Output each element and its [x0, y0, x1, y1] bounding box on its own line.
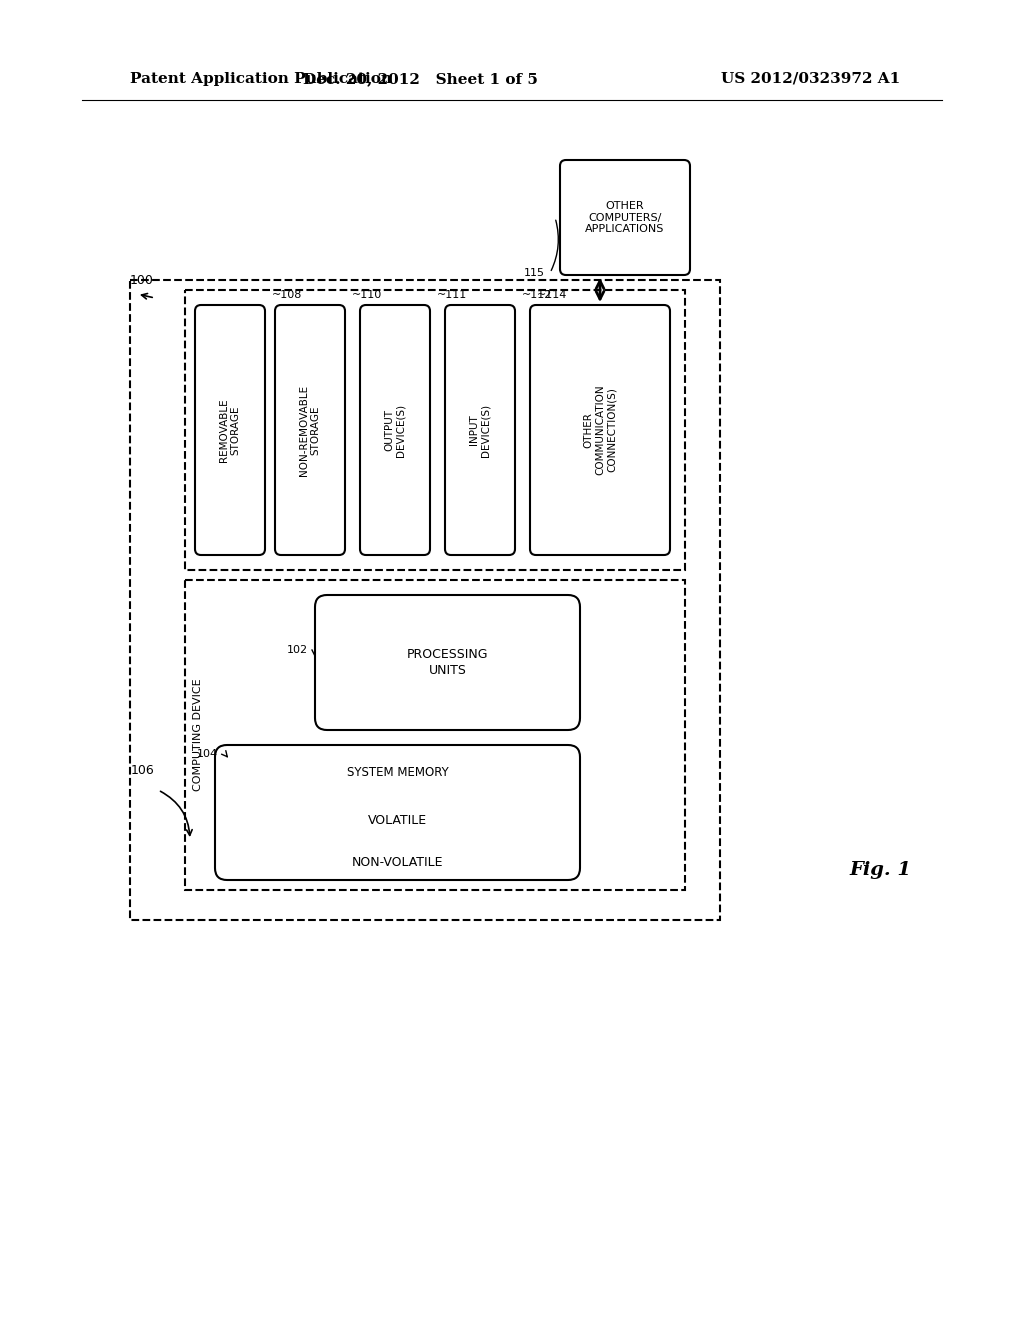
Text: OUTPUT
DEVICE(S): OUTPUT DEVICE(S)	[384, 404, 406, 457]
Text: ~112: ~112	[522, 290, 552, 300]
Text: COMPUTING DEVICE: COMPUTING DEVICE	[193, 678, 203, 791]
Text: OTHER
COMMUNICATION
CONNECTION(S): OTHER COMMUNICATION CONNECTION(S)	[584, 384, 616, 475]
Bar	[185, 579, 685, 890]
Bar	[130, 280, 720, 920]
Text: 115: 115	[524, 268, 545, 279]
Text: 100: 100	[130, 273, 154, 286]
Text: 106: 106	[131, 763, 155, 776]
Text: Fig. 1: Fig. 1	[849, 861, 911, 879]
Text: ~114: ~114	[537, 290, 567, 300]
FancyBboxPatch shape	[215, 744, 580, 880]
Text: SYSTEM MEMORY: SYSTEM MEMORY	[347, 767, 449, 780]
Text: ~111: ~111	[437, 290, 467, 300]
FancyBboxPatch shape	[275, 305, 345, 554]
Text: 102: 102	[287, 645, 308, 655]
Text: INPUT
DEVICE(S): INPUT DEVICE(S)	[469, 404, 490, 457]
FancyBboxPatch shape	[530, 305, 670, 554]
Text: PROCESSING
UNITS: PROCESSING UNITS	[407, 648, 488, 676]
Text: Dec. 20, 2012   Sheet 1 of 5: Dec. 20, 2012 Sheet 1 of 5	[302, 73, 538, 86]
Text: OTHER
COMPUTERS/
APPLICATIONS: OTHER COMPUTERS/ APPLICATIONS	[586, 201, 665, 234]
Text: REMOVABLE
STORAGE: REMOVABLE STORAGE	[219, 399, 241, 462]
FancyBboxPatch shape	[315, 595, 580, 730]
FancyBboxPatch shape	[195, 305, 265, 554]
Text: NON-REMOVABLE
STORAGE: NON-REMOVABLE STORAGE	[299, 384, 321, 475]
Bar	[185, 290, 685, 570]
Text: 104: 104	[197, 748, 218, 759]
Text: Patent Application Publication: Patent Application Publication	[130, 73, 392, 86]
Text: ~110: ~110	[352, 290, 382, 300]
FancyBboxPatch shape	[360, 305, 430, 554]
FancyBboxPatch shape	[560, 160, 690, 275]
FancyBboxPatch shape	[445, 305, 515, 554]
Text: ~108: ~108	[272, 290, 302, 300]
Text: VOLATILE: VOLATILE	[368, 813, 427, 826]
Text: NON-VOLATILE: NON-VOLATILE	[352, 855, 443, 869]
Text: US 2012/0323972 A1: US 2012/0323972 A1	[721, 73, 900, 86]
